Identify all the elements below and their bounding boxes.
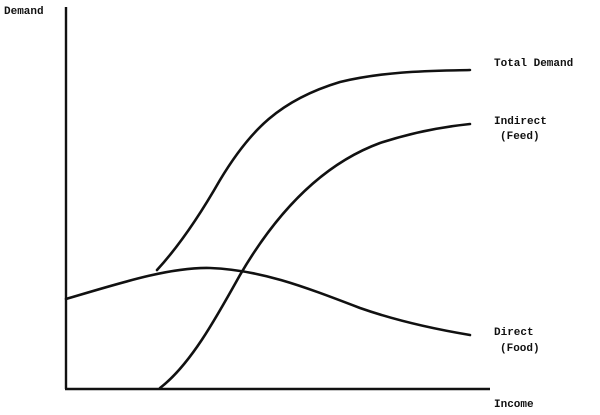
y-axis-label: Demand — [4, 6, 44, 18]
direct-food-curve — [64, 266, 472, 337]
indirect-label: Indirect — [494, 116, 547, 128]
total-demand-label: Total Demand — [494, 58, 574, 70]
x-axis-label: Income — [494, 399, 534, 411]
food-label: (Food) — [500, 343, 540, 355]
feed-label: (Feed) — [500, 131, 540, 143]
indirect-feed-curve — [158, 122, 472, 390]
direct-label: Direct — [494, 327, 534, 339]
total-demand-curve — [155, 68, 472, 272]
